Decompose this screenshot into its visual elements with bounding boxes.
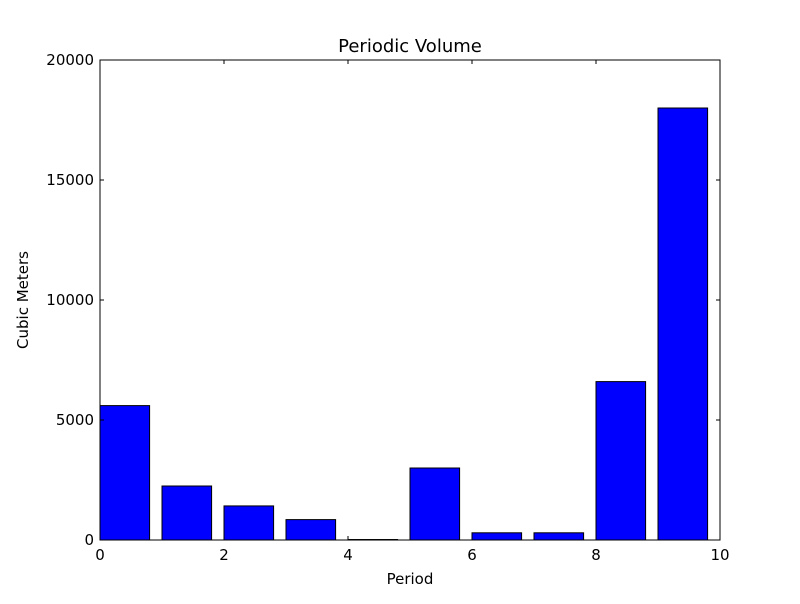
bar-period-0 bbox=[99, 405, 151, 541]
x-tick-label: 6 bbox=[467, 546, 477, 564]
ticks-group bbox=[99, 59, 721, 541]
x-tick-label: 0 bbox=[95, 546, 105, 564]
bar-period-9 bbox=[657, 107, 709, 541]
bar-period-7 bbox=[533, 532, 585, 541]
bar-period-3 bbox=[285, 519, 337, 541]
y-axis-label: Cubic Meters bbox=[14, 251, 32, 349]
x-tick-label: 10 bbox=[710, 546, 729, 564]
bar-period-8 bbox=[595, 381, 647, 541]
y-tick-label: 5000 bbox=[56, 411, 94, 429]
bars-group bbox=[99, 107, 709, 541]
x-tick-label: 4 bbox=[343, 546, 353, 564]
tick-labels-group: 0 2 4 6 8 10 0 5000 10000 15000 20000 bbox=[46, 51, 729, 564]
x-axis-label: Period bbox=[387, 570, 434, 588]
y-tick-label: 15000 bbox=[46, 171, 94, 189]
chart-title: Periodic Volume bbox=[338, 36, 482, 57]
y-tick-label: 10000 bbox=[46, 291, 94, 309]
bar-period-5 bbox=[409, 467, 461, 541]
bar-period-6 bbox=[471, 532, 523, 541]
bar-period-1 bbox=[161, 485, 213, 541]
y-tick-label: 0 bbox=[84, 531, 94, 549]
x-tick-label: 8 bbox=[591, 546, 601, 564]
x-tick-label: 2 bbox=[219, 546, 229, 564]
bar-period-2 bbox=[223, 505, 275, 541]
y-tick-label: 20000 bbox=[46, 51, 94, 69]
